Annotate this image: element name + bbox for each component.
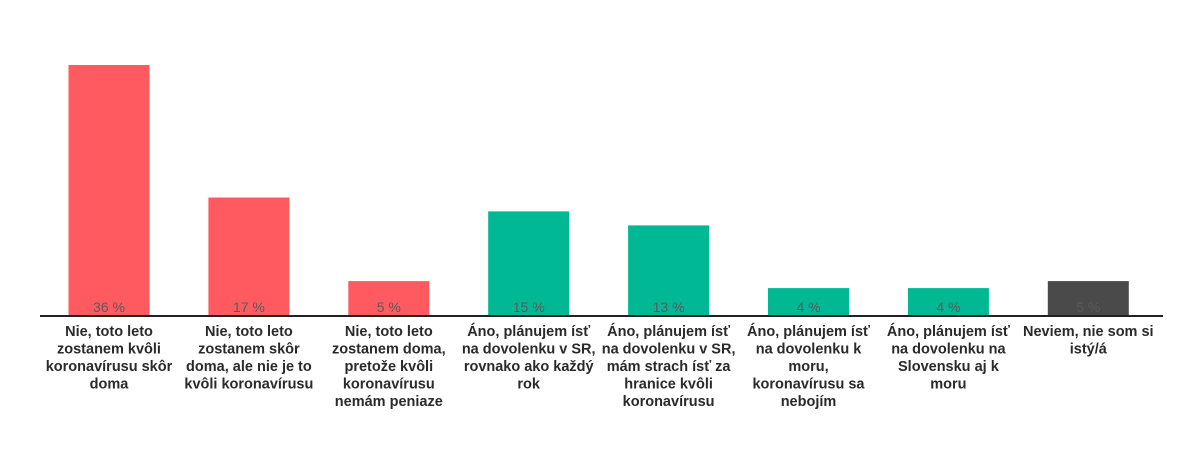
category-label-line: Slovensku aj k: [898, 359, 1000, 375]
category-label-line: na dovolenku k: [756, 342, 862, 358]
category-label-line: istý/á: [1070, 342, 1108, 358]
category-label-line: zostanem kvôli: [57, 342, 161, 358]
category-label-line: kvôli koronavírusu: [184, 377, 313, 393]
category-label-line: nebojím: [781, 394, 837, 410]
category-label-line: rovnako ako každý: [464, 359, 594, 375]
category-label-line: zostanem doma,: [332, 342, 446, 358]
category-label-line: Áno, plánujem ísť: [887, 323, 1010, 340]
category-label-line: na dovolenku v SR,: [602, 342, 736, 358]
category-label-line: doma, ale nie je to: [186, 359, 312, 375]
category-label-line: koronavírusu sa: [752, 377, 865, 393]
category-label-line: na dovolenku v SR,: [462, 342, 596, 358]
category-label-line: rok: [517, 377, 541, 393]
category-label-line: zostanem skôr: [198, 342, 300, 358]
bars-group: 36 % 17 % 5 % 15 % 13 % 4 % 4 % 5 %: [68, 65, 1129, 316]
category-label-line: na dovolenku na: [891, 342, 1006, 358]
category-label-line: koronavírusu: [623, 394, 715, 410]
bar-value-label: 4 %: [936, 299, 960, 315]
bar-8: [1047, 281, 1129, 316]
category-label: Nie, toto leto zostanem doma, pretože kvôl…: [332, 324, 446, 410]
category-label: Áno, plánujem ísť na dovolenku k moru, koro…: [747, 323, 870, 410]
category-label-line: Nie, toto leto: [205, 324, 293, 340]
bar-5: [628, 225, 710, 316]
category-label-line: moru: [930, 377, 966, 393]
category-label-line: moru,: [788, 359, 828, 375]
bar-4: [488, 211, 570, 316]
category-label: Nie, toto leto zostanem kvôli koronavírusu…: [46, 324, 173, 393]
category-label-line: Neviem, nie som si: [1023, 324, 1154, 340]
category-label: Nie, toto leto zostanem skôr doma, ale nie…: [184, 324, 313, 393]
category-labels-group: Nie, toto leto zostanem kvôli koronavírusu…: [46, 323, 1154, 410]
bar-value-label: 13 %: [653, 299, 685, 315]
category-label-line: Áno, plánujem ísť: [747, 323, 870, 340]
bar-value-label: 4 %: [796, 299, 820, 315]
bar-value-label: 15 %: [513, 299, 545, 315]
category-label-line: Nie, toto leto: [65, 324, 153, 340]
bar-7: [907, 288, 989, 316]
category-label-line: koronavírusu skôr: [46, 359, 173, 375]
bar-3: [348, 281, 430, 316]
category-label-line: hranice kvôli: [624, 377, 713, 393]
category-label-line: Nie, toto leto: [345, 324, 433, 340]
bar-value-label: 5 %: [377, 299, 401, 315]
category-label: Áno, plánujem ísť na dovolenku v SR, mám s…: [602, 323, 736, 410]
category-label-line: Áno, plánujem ísť: [467, 323, 590, 340]
category-label: Áno, plánujem ísť na dovolenku v SR, rovna…: [462, 323, 596, 393]
category-label-line: doma: [90, 377, 130, 393]
category-label-line: mám strach ísť za: [607, 359, 732, 375]
bar-value-label: 17 %: [233, 299, 265, 315]
bar-value-label: 36 %: [93, 299, 125, 315]
bar-value-label: 5 %: [1076, 299, 1100, 315]
category-label-line: pretože kvôli: [344, 359, 433, 375]
category-label: Áno, plánujem ísť na dovolenku na Slovensk…: [887, 323, 1010, 393]
bar-2: [208, 197, 290, 316]
category-label-line: Áno, plánujem ísť: [607, 323, 730, 340]
bar-1: [68, 65, 150, 316]
category-label-line: nemám peniaze: [335, 394, 443, 410]
bar-6: [768, 288, 849, 316]
category-label-line: koronavírusu: [343, 377, 435, 393]
category-label: Neviem, nie som si istý/á: [1023, 324, 1154, 358]
